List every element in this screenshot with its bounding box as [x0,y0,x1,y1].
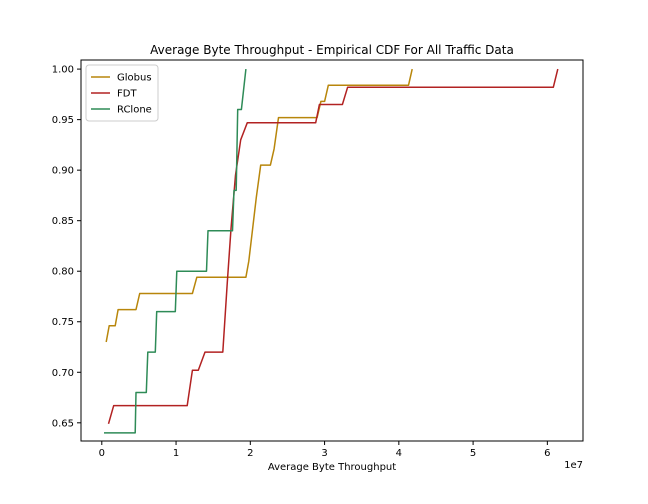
y-tick-label: 0.70 [52,368,74,379]
y-tick-label: 1.00 [52,65,74,76]
x-tick-label: 2 [247,448,253,459]
x-tick-label: 1 [173,448,179,459]
chart-title: Average Byte Throughput - Empirical CDF … [150,43,514,57]
x-tick-label: 6 [544,448,550,459]
y-tick-label: 0.75 [52,317,74,328]
series-layer [104,68,559,434]
y-axis: 0.65 0.70 0.75 0.80 0.85 0.90 0.95 1.00 [52,65,81,429]
y-tick-label: 0.95 [52,115,74,126]
y-tick-label: 0.80 [52,267,74,278]
x-tick-label: 0 [99,448,105,459]
legend-label: RClone [117,105,152,116]
legend-box [85,64,159,122]
legend-label: FDT [117,89,137,100]
x-axis: 0 1 2 3 4 5 6 [99,441,551,459]
x-offset-label: 1e7 [564,460,583,471]
series-line-rclone [104,69,247,434]
y-tick-label: 0.85 [52,216,74,227]
plot-frame [80,59,584,442]
y-tick-label: 0.65 [52,418,74,429]
y-tick-label: 0.90 [52,166,74,177]
series-line-globus [105,68,413,343]
x-tick-label: 3 [321,448,327,459]
legend-label: Globus [117,73,152,84]
x-tick-label: 5 [470,448,476,459]
legend: Globus FDT RClone [85,64,159,122]
x-tick-label: 4 [396,448,402,459]
series-line-fdt [107,68,559,425]
x-axis-title: Average Byte Throughput [268,462,396,473]
